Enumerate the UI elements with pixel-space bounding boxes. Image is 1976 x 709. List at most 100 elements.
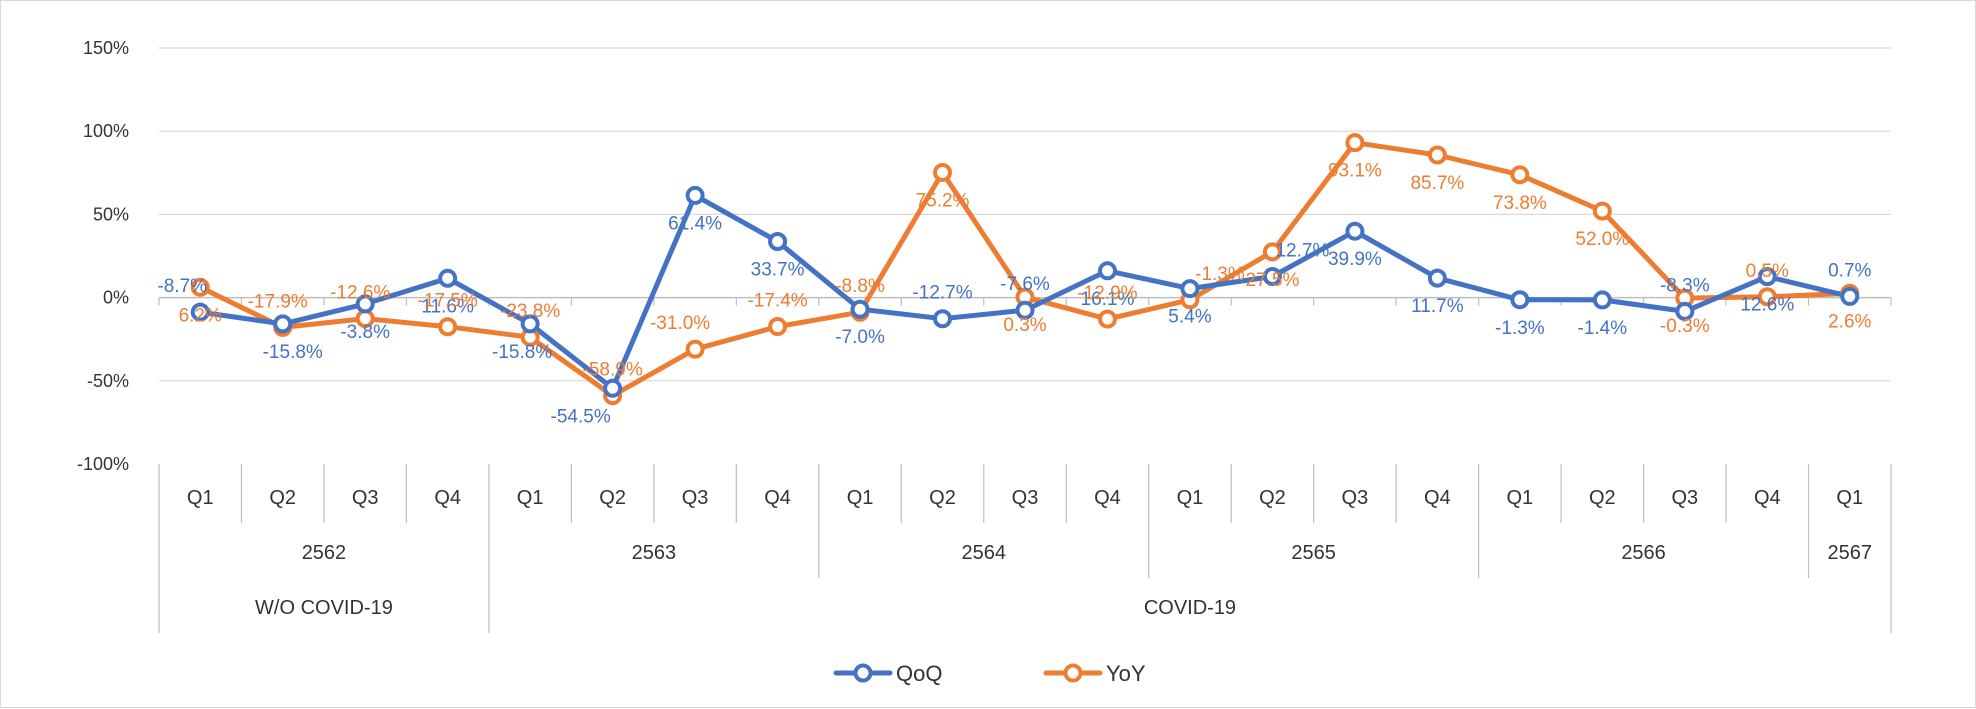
data-label-qoq: 12.7% [1275, 240, 1329, 261]
data-label-qoq: -3.8% [340, 322, 390, 343]
quarter-label: Q1 [1507, 487, 1534, 509]
point-yoy [1097, 309, 1117, 329]
year-label: 2566 [1621, 542, 1666, 564]
quarter-label: Q3 [682, 487, 709, 509]
legend-marker-yoy [1063, 663, 1083, 683]
point-qoq [1675, 301, 1695, 321]
y-axis-ticks: 150% 100% 50% 0% -50% -100% [77, 38, 129, 474]
quarter-label: Q2 [269, 487, 296, 509]
data-label-qoq: -7.6% [1000, 274, 1050, 295]
year-label: 2565 [1291, 542, 1336, 564]
data-label-yoy: 75.2% [916, 190, 970, 211]
quarter-label: Q2 [1589, 487, 1616, 509]
data-label-qoq: 33.7% [751, 260, 805, 281]
quarter-label: Q2 [929, 487, 956, 509]
quarter-label: Q4 [1424, 487, 1451, 509]
point-qoq [603, 378, 623, 398]
point-yoy [1510, 165, 1530, 185]
point-yoy [190, 277, 210, 297]
point-qoq [933, 309, 953, 329]
year-label: 2562 [302, 542, 347, 564]
data-label-qoq: 16.1% [1081, 289, 1135, 310]
data-label-qoq: 0.7% [1828, 260, 1871, 281]
quarter-label: Q1 [517, 487, 544, 509]
point-yoy [685, 339, 705, 359]
y-tick-label: 0% [103, 288, 129, 308]
point-qoq [1262, 266, 1282, 286]
data-label-qoq: 61.4% [668, 213, 722, 234]
year-label: 2564 [962, 542, 1007, 564]
data-label-qoq: 11.6% [421, 296, 474, 317]
point-qoq [273, 314, 293, 334]
point-qoq [190, 302, 210, 322]
data-label-qoq: -54.5% [551, 406, 611, 427]
data-label-yoy: 2.6% [1828, 311, 1871, 332]
data-label-yoy: -17.4% [747, 291, 807, 312]
year-label: 2563 [632, 542, 677, 564]
quarter-label: Q3 [1671, 487, 1698, 509]
data-label-qoq: 5.4% [1168, 307, 1211, 328]
data-label-qoq: -7.0% [835, 327, 885, 348]
y-tick-label: 100% [83, 121, 129, 141]
data-label-qoq: -8.7% [157, 276, 207, 297]
y-tick-label: 50% [93, 204, 129, 224]
data-label-yoy: 85.7% [1410, 173, 1464, 194]
data-label-qoq: -8.3% [1660, 275, 1710, 296]
quarter-label: Q2 [1259, 487, 1286, 509]
data-label-qoq: 12.6% [1740, 295, 1794, 316]
data-label-qoq: -15.8% [263, 342, 323, 363]
data-label-yoy: 6.2% [179, 305, 222, 326]
data-label-yoy: -0.3% [1660, 316, 1710, 337]
data-label-yoy: -58.9% [583, 360, 643, 381]
data-label-yoy: -17.9% [248, 291, 308, 312]
legend-label-qoq: QoQ [896, 661, 942, 686]
data-label-yoy: 52.0% [1575, 229, 1629, 250]
y-tick-label: 150% [83, 38, 129, 58]
quarter-label: Q3 [352, 487, 379, 509]
point-qoq [1015, 300, 1035, 320]
data-label-qoq: -1.4% [1578, 318, 1628, 339]
quarter-label: Q4 [434, 487, 461, 509]
y-tick-label: -100% [77, 454, 129, 474]
point-qoq [850, 299, 870, 319]
quarter-label: Q4 [1094, 487, 1121, 509]
point-qoq [355, 294, 375, 314]
category-axis: Q1 Q2 Q3 Q4 Q1 Q2 Q3 Q4 Q1 Q2 Q3 Q4 Q1 Q2 Q3 Q4 Q1 Q2 Q3 Q4… [158, 296, 1892, 633]
point-qoq [1840, 286, 1860, 306]
quarter-label: Q3 [1342, 487, 1369, 509]
data-label-yoy: 27.5% [1245, 270, 1299, 291]
quarter-label: Q1 [847, 487, 874, 509]
point-qoq [685, 185, 705, 205]
quarter-label: Q4 [1754, 487, 1781, 509]
quarter-label: Q2 [599, 487, 626, 509]
point-yoy [1345, 133, 1365, 153]
legend: QoQ YoY [833, 661, 1146, 686]
point-yoy [438, 317, 458, 337]
point-qoq [1097, 261, 1117, 281]
point-yoy [1757, 287, 1777, 307]
point-yoy [1427, 145, 1447, 165]
point-qoq [520, 314, 540, 334]
data-label-yoy: 0.5% [1746, 261, 1789, 282]
quarter-label: Q3 [1012, 487, 1039, 509]
data-label-yoy: -23.8% [500, 301, 560, 322]
point-qoq [1592, 290, 1612, 310]
point-yoy [933, 162, 953, 182]
data-label-yoy: -12.9% [1077, 283, 1137, 304]
point-qoq [1510, 290, 1530, 310]
data-label-yoy: -8.8% [835, 276, 885, 297]
point-yoy [768, 317, 788, 337]
quarter-label: Q4 [764, 487, 791, 509]
point-qoq [438, 268, 458, 288]
point-qoq [1427, 268, 1447, 288]
data-label-yoy: -12.6% [330, 283, 390, 304]
period-label: COVID-19 [1144, 597, 1236, 619]
data-label-yoy: -1.3% [1195, 264, 1245, 285]
point-qoq [1345, 221, 1365, 241]
quarter-label: Q1 [187, 487, 214, 509]
year-label: 2567 [1828, 542, 1873, 564]
data-label-qoq: -12.7% [912, 283, 972, 304]
legend-marker-qoq [853, 663, 873, 683]
data-labels: -8.7% -15.8% -3.8% 11.6% -15.8% -54.5% 61.4% 33… [157, 161, 1871, 428]
y-tick-label: -50% [87, 371, 129, 391]
